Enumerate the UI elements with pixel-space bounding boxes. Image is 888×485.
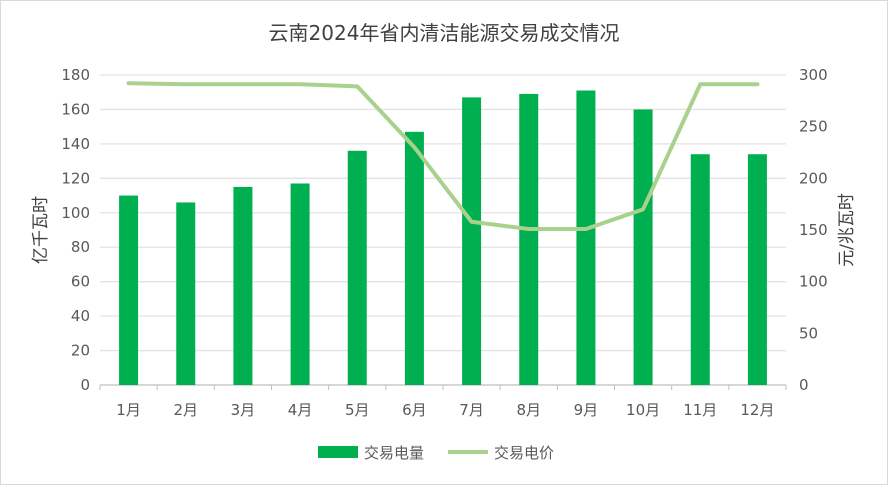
legend-swatch-bar [318, 446, 358, 458]
bar-10月 [633, 109, 653, 385]
legend: 交易电量 交易电价 [318, 444, 554, 462]
y-tick-label: 140 [61, 135, 90, 153]
y2-tick-label: 50 [799, 324, 818, 342]
y2-tick-label: 100 [799, 273, 828, 291]
y-tick-label: 120 [61, 169, 90, 187]
legend-label-line: 交易电价 [494, 444, 554, 462]
bar-1月 [119, 195, 139, 385]
bar-9月 [576, 90, 596, 385]
y2-axis-label: 元/兆瓦时 [837, 193, 857, 267]
y-tick-label: 0 [80, 376, 90, 394]
y2-tick-label: 150 [799, 221, 828, 239]
x-tick-label: 12月 [740, 401, 774, 419]
x-tick-label: 7月 [459, 401, 484, 419]
bar-4月 [290, 183, 310, 385]
x-tick-label: 9月 [574, 401, 599, 419]
y-tick-label: 80 [71, 238, 90, 256]
bar-2月 [176, 202, 196, 385]
x-tick-label: 5月 [345, 401, 370, 419]
price-line [126, 81, 760, 231]
y-tick-label: 160 [61, 100, 90, 118]
x-tick-label: 2月 [173, 401, 198, 419]
x-tick-label: 3月 [231, 401, 256, 419]
y2-tick-label: 0 [799, 376, 809, 394]
x-tick-label: 11月 [683, 401, 717, 419]
y-axis-label: 亿千瓦时 [31, 196, 51, 264]
chart-title: 云南2024年省内清洁能源交易成交情况 [269, 21, 620, 45]
y-tick-label: 100 [61, 204, 90, 222]
bar-5月 [347, 150, 367, 385]
x-tick-label: 10月 [626, 401, 660, 419]
bar-12月 [747, 154, 767, 385]
bar-3月 [233, 186, 253, 385]
y2-tick-label: 200 [799, 169, 828, 187]
bar-11月 [690, 154, 710, 385]
x-tick-label: 6月 [402, 401, 427, 419]
y-tick-label: 40 [71, 307, 90, 325]
x-tick-label: 8月 [516, 401, 541, 419]
bar-6月 [404, 131, 424, 385]
legend-label-bar: 交易电量 [364, 444, 424, 462]
y-tick-label: 20 [71, 342, 90, 360]
y2-tick-label: 250 [799, 118, 828, 136]
x-tick-label: 4月 [288, 401, 313, 419]
bar-7月 [462, 97, 482, 385]
y-tick-label: 60 [71, 273, 90, 291]
y-tick-label: 180 [61, 66, 90, 84]
y2-tick-label: 300 [799, 66, 828, 84]
x-tick-label: 1月 [116, 401, 141, 419]
bar-8月 [519, 93, 539, 385]
